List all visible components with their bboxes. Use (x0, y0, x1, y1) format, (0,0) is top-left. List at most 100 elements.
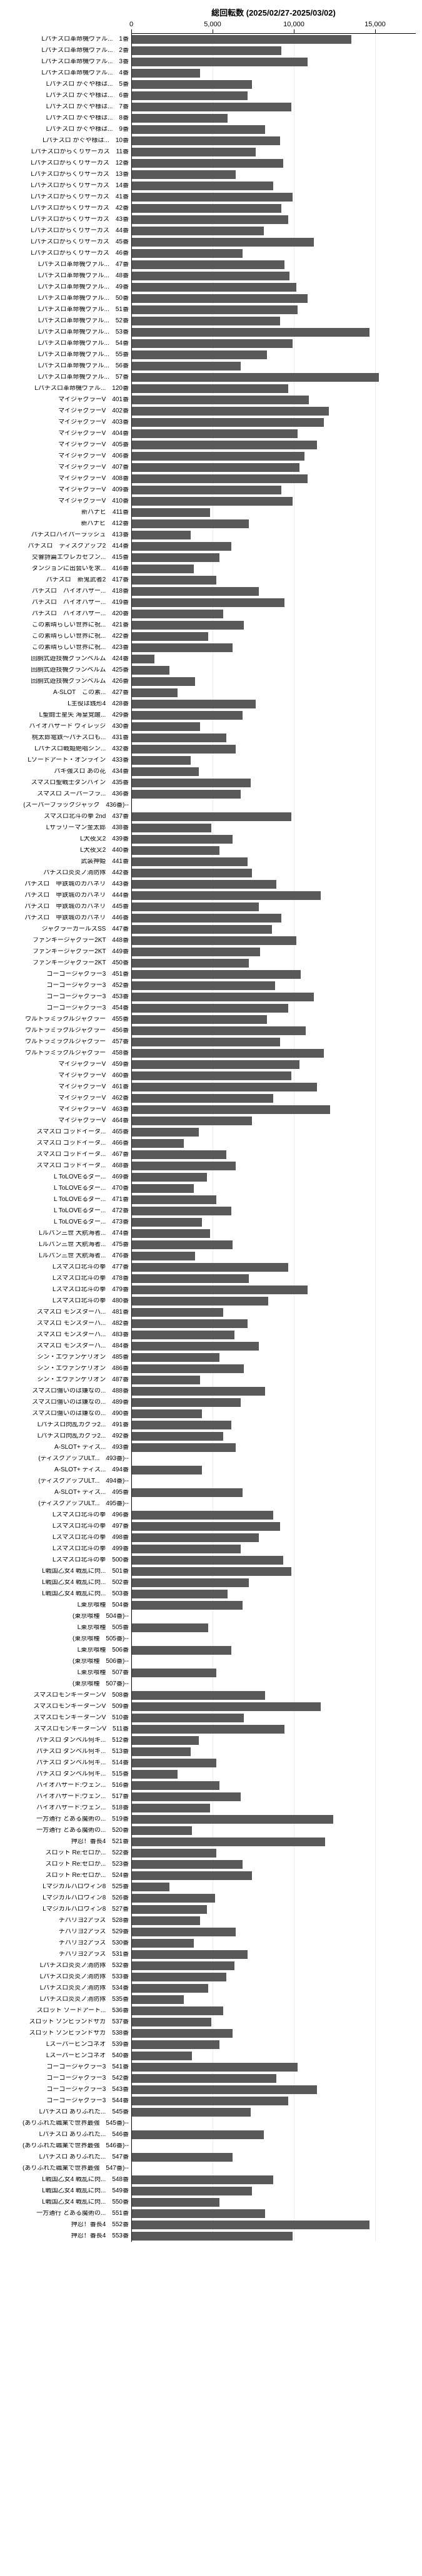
bar (132, 80, 252, 89)
bar (132, 181, 273, 190)
row-label: Lパチスロからくりサーカス 43番 (6, 217, 131, 223)
row-label: この素晴らしい世界に祝... 421番 (6, 622, 131, 628)
row-bar-area (131, 192, 416, 203)
chart-row: 交響詩篇エウレカセブン... 415番 (6, 552, 416, 563)
chart-row: シン・エヴァンゲリオン 487番 (6, 1374, 416, 1386)
row-bar-area (131, 259, 416, 270)
chart-rows: Lパチスロ革命機ヴァル... 1番Lパチスロ革命機ヴァル... 2番Lパチスロ革… (6, 34, 416, 2242)
row-label: Lパチスロ革命機ヴァル... 1番 (6, 36, 131, 43)
row-bar-area (131, 1239, 416, 1250)
row-label: スマスロ聖戦士ダンバイン 435番 (6, 780, 131, 786)
row-bar-area (131, 1048, 416, 1059)
row-bar-area (131, 428, 416, 439)
row-bar-area (131, 1318, 416, 1329)
bar (132, 373, 379, 382)
chart-row: マイジャグラーV 405番 (6, 439, 416, 451)
chart-row: Lパチスロ ありふれた... 547番 (6, 2152, 416, 2163)
row-bar-area (131, 462, 416, 473)
row-label: パチスロ 甲鉄城のカバネリ 444番 (6, 892, 131, 899)
row-label: ゴーゴージャグラー3 451番 (6, 971, 131, 978)
row-label: マイジャグラーV 403番 (6, 419, 131, 426)
row-label: 押忍！番長4 521番 (6, 1839, 131, 1845)
chart-row: ゴーゴージャグラー3 542番 (6, 2073, 416, 2084)
bar (132, 429, 298, 438)
row-label: Lパチスロ炎炎ノ消防隊 532番 (6, 1963, 131, 1969)
chart-row: Lルパン三世 大航海者... 475番 (6, 1239, 416, 1250)
row-label: スロット Re:ゼロか... 523番 (6, 1861, 131, 1868)
axis-tick-label: 10,000 (283, 21, 304, 28)
chart-row: スマスロ モンスターハ... 484番 (6, 1341, 416, 1352)
row-bar-area (131, 1228, 416, 1239)
chart-row: パチスロ 甲鉄城のカバネリ 443番 (6, 879, 416, 890)
row-label: ゴーゴージャグラー3 454番 (6, 1005, 131, 1011)
row-label: 回胴式遊技機グランベルム 426番 (6, 678, 131, 685)
row-label: Lパチスロ かぐや様は... 9番 (6, 126, 131, 133)
bar (132, 1207, 231, 1215)
bar (132, 993, 314, 1001)
row-label: L ToLOVEるダー... 471番 (6, 1197, 131, 1203)
row-label: スマスロ スーパーブラ... 436番 (6, 791, 131, 797)
bar (132, 2052, 192, 2060)
row-label: マイジャグラーV 406番 (6, 453, 131, 459)
bar (132, 2187, 252, 2195)
row-label: L犬夜叉2 440番 (6, 847, 131, 854)
chart-row: マイジャグラーV 463番 (6, 1104, 416, 1115)
row-label: スマスロモンキーターンV 508番 (6, 1692, 131, 1699)
chart-row: パチスロ 甲鉄城のカバネリ 445番 (6, 901, 416, 912)
row-label: ファンキージャグラー2KT 449番 (6, 949, 131, 955)
row-bar-area (131, 248, 416, 259)
row-bar-area (131, 822, 416, 834)
chart-row: L戦国乙女4 戦乱に閃... 503番 (6, 1588, 416, 1600)
chart-row: 一方通行 とある魔術の... 551番 (6, 2208, 416, 2219)
bar (132, 621, 244, 630)
chart-row: スマスロ モンスターハ... 483番 (6, 1329, 416, 1341)
bar (132, 576, 216, 585)
chart-row: スロット ソンビランドサガ 537番 (6, 2016, 416, 2028)
row-bar-area (131, 2084, 416, 2095)
bar (132, 1747, 191, 1756)
row-bar-area (131, 293, 416, 304)
chart-row: マイジャグラーV 464番 (6, 1115, 416, 1127)
row-bar-area (131, 1566, 416, 1577)
row-label: Lパチスロ かぐや様は... 10番 (6, 138, 131, 144)
row-label: L犬夜叉2 439番 (6, 836, 131, 842)
chart-row: L ToLOVEるダー... 472番 (6, 1205, 416, 1217)
bar (132, 2221, 369, 2229)
bar (132, 204, 281, 213)
row-label: スマスロ ゴッドイータ... 466番 (6, 1140, 131, 1147)
bar (132, 587, 259, 596)
bar (132, 1409, 202, 1418)
row-bar-area (131, 1442, 416, 1453)
chart-row: スマスロ モンスターハ... 481番 (6, 1307, 416, 1318)
bar (132, 1556, 283, 1565)
bar (132, 756, 191, 765)
chart-row: シン・エヴァンゲリオン 486番 (6, 1363, 416, 1374)
row-label: ファンキージャグラー2KT 450番 (6, 960, 131, 966)
row-bar-area (131, 834, 416, 845)
chart-row: スマスロ傷いのは嫌なの... 490番 (6, 1408, 416, 1419)
row-bar-area (131, 1070, 416, 1081)
bar (132, 1331, 234, 1339)
bar (132, 46, 281, 55)
row-bar-area (131, 1836, 416, 1848)
bar (132, 1759, 216, 1767)
bar (132, 1883, 169, 1891)
bar (132, 598, 284, 607)
row-label: ウルトラミラクルジャグラー 458番 (6, 1050, 131, 1056)
chart-row: Lパチスロ革命機ヴァル... 3番 (6, 56, 416, 68)
row-label: パチスロ ダンベル何キ... 512番 (6, 1737, 131, 1744)
row-bar-area (131, 642, 416, 653)
row-bar-area (131, 439, 416, 451)
bar (132, 1545, 241, 1553)
row-bar-area (131, 1645, 416, 1656)
bar (132, 1398, 241, 1407)
bar (132, 1432, 223, 1441)
chart-row: この素晴らしい世界に祝... 423番 (6, 642, 416, 653)
row-label: Lパチスロ炎炎ノ消防隊 533番 (6, 1974, 131, 1980)
row-label: Lパチスロからくりサーカス 12番 (6, 160, 131, 166)
chart-row: スマスロ傷いのは嫌なの... 489番 (6, 1397, 416, 1408)
row-label: Lパチスロ革命機ヴァル... 4番 (6, 70, 131, 76)
row-bar-area (131, 1374, 416, 1386)
row-label: Lパチスロ戦姫絶唱シン... 432番 (6, 746, 131, 752)
row-label: パチスロ ディスクアップ2 414番 (6, 543, 131, 549)
